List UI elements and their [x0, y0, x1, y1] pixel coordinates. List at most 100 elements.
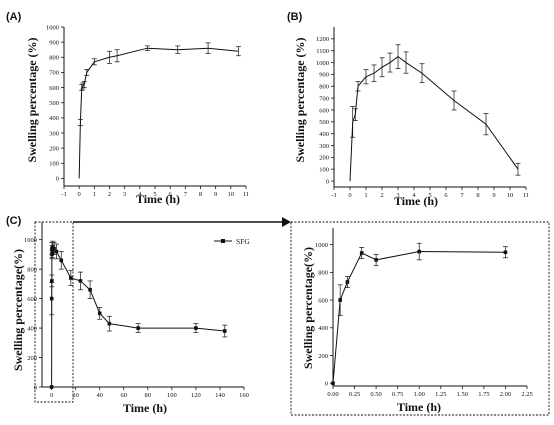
y-tick-label: 900	[49, 39, 59, 46]
y-tick-label: 200	[318, 353, 328, 360]
x-tick-label: 140	[215, 392, 225, 399]
y-tick-label: 1000	[46, 24, 59, 31]
data-point	[59, 258, 64, 263]
data-point	[503, 250, 508, 255]
series-line-a	[78, 47, 239, 179]
x-tick-label: 10	[228, 191, 235, 198]
panel-label-c: (C)	[6, 215, 22, 227]
x-tick-label: 2.25	[521, 391, 532, 398]
x-tick-label: 1	[93, 191, 96, 198]
x-tick-label: 4	[412, 192, 416, 199]
data-point	[222, 329, 227, 333]
data-point	[54, 249, 59, 254]
data-point	[331, 381, 335, 386]
y-tick-label: 400	[27, 325, 37, 332]
x-tick-label: 2.00	[500, 391, 511, 398]
y-tick-label: 500	[49, 100, 59, 107]
data-point	[338, 298, 342, 302]
plots-layer: -1 0 1 2 3 4 5 6 7 8 9 10 11010020030040050060070080…	[24, 24, 533, 399]
xlabel-b: Time (h)	[394, 194, 438, 208]
y-tick-label: 500	[319, 119, 329, 126]
ylabel-c: Swelling percentage(%)	[11, 249, 25, 371]
legend-c: SFG	[214, 237, 250, 246]
y-tick-label: 1200	[316, 36, 329, 43]
y-tick-label: 800	[318, 270, 328, 277]
x-tick-label: 3	[123, 191, 126, 198]
y-tick-label: 300	[319, 143, 329, 150]
inset-frame	[290, 221, 550, 416]
data-point	[359, 251, 364, 255]
y-tick-label: 600	[27, 296, 37, 303]
x-tick-label: 160	[239, 392, 249, 399]
xlabel-inset: Time (h)	[397, 400, 441, 414]
data-point	[50, 279, 54, 283]
x-tick-label: 8	[199, 191, 202, 198]
x-tick-label: 0.00	[327, 391, 338, 398]
ylabel-inset: Swelling percentage(%)	[301, 247, 315, 369]
x-tick-label: 1.00	[414, 391, 425, 398]
x-tick-label: 1	[364, 192, 367, 199]
x-tick-label: 7	[184, 191, 188, 198]
x-tick-label: 1.50	[457, 391, 468, 398]
x-tick-label: 0	[348, 192, 351, 199]
y-tick-label: 1000	[316, 60, 329, 67]
y-tick-label: 1000	[315, 242, 328, 249]
y-tick-label: 100	[49, 161, 59, 168]
x-tick-label: 0.25	[349, 391, 360, 398]
x-tick-label: 4	[138, 191, 142, 198]
x-tick-label: 40	[96, 392, 103, 399]
y-tick-label: 400	[318, 325, 328, 332]
y-tick-label: 600	[318, 297, 328, 304]
y-tick-label: 600	[319, 107, 329, 114]
x-tick-label: 0	[50, 392, 53, 399]
y-tick-label: 800	[27, 266, 37, 273]
data-point	[69, 276, 73, 280]
x-tick-label: 60	[121, 392, 128, 399]
y-tick-label: 300	[49, 130, 59, 137]
ylabel-b: Swelling percentage (%)	[293, 37, 307, 162]
y-tick-label: 900	[319, 72, 329, 79]
zoom-region-box	[34, 221, 74, 403]
y-tick-label: 400	[319, 131, 329, 138]
x-tick-label: 5	[428, 192, 431, 199]
x-tick-label: 6	[169, 191, 173, 198]
x-tick-label: 11	[523, 192, 529, 199]
x-tick-label: 0.50	[370, 391, 381, 398]
series-line-c	[51, 245, 225, 388]
x-tick-label: 5	[153, 191, 156, 198]
x-tick-label: 100	[167, 392, 177, 399]
x-tick-label: 8	[476, 192, 479, 199]
x-tick-label: 20	[72, 392, 79, 399]
y-tick-label: 1100	[316, 48, 329, 55]
y-tick-label: 1000	[24, 237, 37, 244]
x-tick-label: 80	[145, 392, 152, 399]
y-tick-label: 700	[49, 70, 59, 77]
y-tick-label: 700	[319, 95, 329, 102]
x-tick-label: -1	[331, 192, 336, 199]
y-tick-label: 0	[326, 178, 329, 185]
y-tick-label: 200	[49, 145, 59, 152]
data-point	[78, 279, 83, 283]
x-tick-label: 6	[444, 192, 448, 199]
ylabel-a: Swelling percentage (%)	[25, 37, 39, 162]
series-line-c-inset	[332, 251, 506, 384]
x-tick-label: 2	[380, 192, 383, 199]
x-tick-label: 0	[78, 191, 81, 198]
data-point	[107, 321, 112, 326]
legend-label: SFG	[236, 237, 250, 246]
xlabel-a: Time (h)	[136, 192, 180, 206]
data-point	[345, 280, 350, 284]
y-tick-label: 0	[56, 176, 59, 183]
x-tick-label: 9	[214, 191, 217, 198]
data-point	[136, 326, 140, 330]
series-line-b	[349, 56, 519, 182]
legend-marker	[221, 239, 225, 243]
data-point	[374, 258, 378, 262]
x-tick-label: 7	[460, 192, 464, 199]
data-point	[194, 326, 198, 330]
panel-label-a: (A)	[6, 11, 22, 23]
x-tick-label: 9	[492, 192, 495, 199]
y-tick-label: 600	[49, 85, 59, 92]
y-tick-label: 800	[49, 55, 59, 62]
